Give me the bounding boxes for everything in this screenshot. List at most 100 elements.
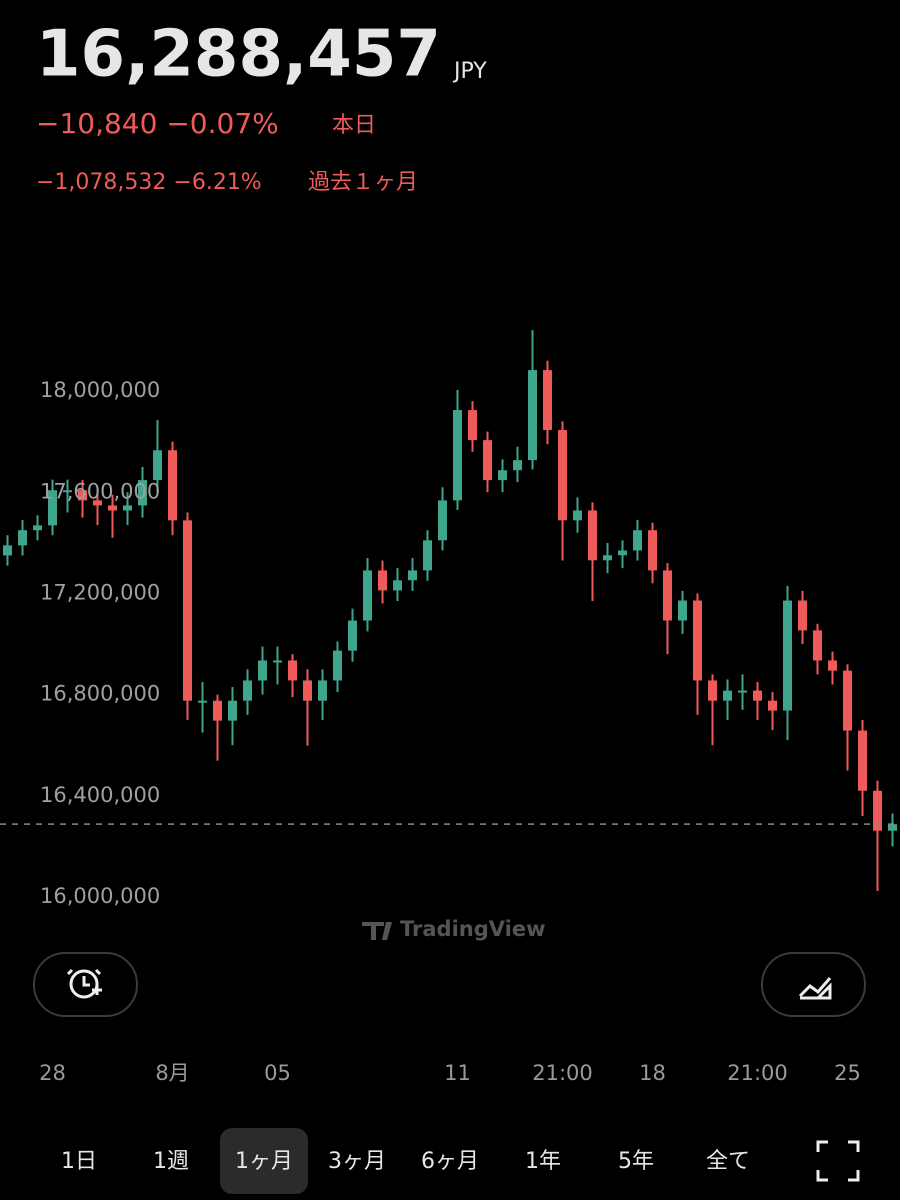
candle-body (273, 660, 282, 663)
y-tick-label: 17,200,000 (40, 580, 160, 604)
candle-body (393, 580, 402, 591)
candle-body (48, 490, 57, 526)
candle-body (63, 490, 72, 493)
candle-body (558, 430, 567, 521)
candle-body (303, 680, 312, 701)
candle-body (3, 545, 12, 556)
candle-body (78, 490, 87, 501)
y-tick-label: 16,400,000 (40, 783, 160, 807)
range-button[interactable]: 3ヶ月 (328, 1149, 386, 1174)
watermark-logo (362, 922, 392, 940)
candle-body (828, 660, 837, 671)
candle-body (453, 410, 462, 501)
candle-body (258, 660, 267, 681)
candle-body (438, 500, 447, 541)
candle-body (108, 505, 117, 511)
month-change: −1,078,532 −6.21% (36, 170, 262, 195)
alert-button[interactable] (33, 952, 138, 1017)
candle-body (588, 510, 597, 561)
candle-body (543, 370, 552, 431)
range-button[interactable]: 6ヶ月 (421, 1149, 479, 1174)
y-tick-label: 18,000,000 (40, 378, 160, 402)
candle-body (843, 670, 852, 731)
indicator-button[interactable] (761, 952, 866, 1017)
candle-body (168, 450, 177, 521)
y-tick-label: 16,800,000 (40, 682, 160, 706)
candle-body (18, 530, 27, 546)
range-button[interactable]: 5年 (618, 1149, 654, 1174)
candle-body (633, 530, 642, 551)
x-tick-label: 8月 (155, 1061, 189, 1085)
candle-body (753, 690, 762, 701)
candle-body (618, 550, 627, 556)
candle-body (378, 570, 387, 591)
candle-body (228, 700, 237, 721)
range-button[interactable]: 1週 (153, 1149, 189, 1174)
candle-body (723, 690, 732, 701)
candle-body (363, 570, 372, 621)
y-tick-label: 16,000,000 (40, 884, 160, 908)
candle-body (423, 540, 432, 571)
candle-body (738, 690, 747, 693)
month-label: 過去１ヶ月 (308, 170, 418, 195)
candle-body (243, 680, 252, 701)
x-tick-label: 25 (834, 1061, 861, 1085)
candle-body (813, 630, 822, 661)
range-selected (220, 1128, 308, 1194)
candle-body (603, 555, 612, 561)
fullscreen-button[interactable] (816, 1140, 860, 1182)
candle-body (858, 730, 867, 791)
range-button[interactable]: 1年 (525, 1149, 561, 1174)
x-tick-label: 21:00 (532, 1061, 593, 1085)
alert-icon (66, 968, 102, 999)
day-label: 本日 (332, 113, 376, 138)
candle-body (213, 700, 222, 721)
candle-body (873, 790, 882, 831)
candle-body (798, 600, 807, 631)
candle-body (678, 600, 687, 621)
candle-body (318, 680, 327, 701)
indicator-icon (798, 977, 832, 1000)
candle-body (663, 570, 672, 621)
candle-body (513, 460, 522, 471)
x-tick-label: 21:00 (727, 1061, 788, 1085)
x-tick-label: 11 (444, 1061, 471, 1085)
candle-body (183, 520, 192, 701)
candle-body (888, 824, 897, 831)
candle-body (693, 600, 702, 681)
candle-body (648, 530, 657, 571)
candle-body (288, 660, 297, 681)
x-tick-label: 28 (39, 1061, 66, 1085)
candle-body (783, 600, 792, 711)
range-button[interactable]: 1ヶ月 (235, 1149, 293, 1174)
candle-body (198, 700, 207, 703)
watermark: TradingView (400, 917, 545, 941)
candle-body (408, 570, 417, 581)
x-tick-label: 05 (264, 1061, 291, 1085)
candle-body (153, 450, 162, 481)
chart: 28 8月 05 11 21:00 18 21:00 25 18,000,000 17,600,0… (0, 330, 900, 1085)
range-bar: 1日 1週 1ヶ月 3ヶ月 6ヶ月 1年 5年 全て (61, 1128, 750, 1194)
candle-body (123, 505, 132, 511)
candle-body (348, 620, 357, 651)
x-tick-label: 18 (639, 1061, 666, 1085)
price: 16,288,457 (36, 18, 441, 92)
candle-body (138, 480, 147, 506)
candle-body (93, 500, 102, 506)
candle-body (498, 470, 507, 481)
day-change: −10,840 −0.07% (36, 107, 279, 140)
candle-body (483, 440, 492, 481)
range-button[interactable]: 全て (706, 1149, 750, 1174)
candle-body (768, 700, 777, 711)
candle-body (333, 650, 342, 681)
currency: JPY (452, 59, 487, 84)
y-tick-label: 17,600,000 (40, 479, 160, 503)
candle-body (708, 680, 717, 701)
candle-body (573, 510, 582, 521)
candle-body (33, 525, 42, 531)
candle-body (468, 410, 477, 441)
range-button[interactable]: 1日 (61, 1149, 97, 1174)
